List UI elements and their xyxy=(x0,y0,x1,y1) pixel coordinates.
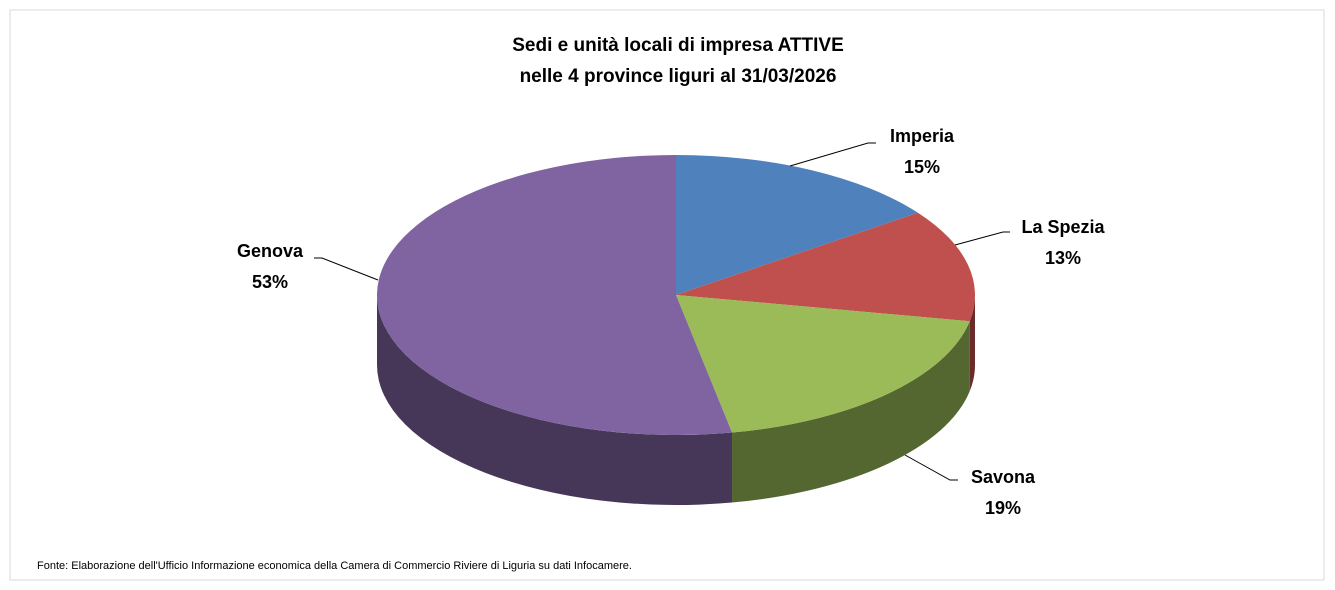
leader-line xyxy=(954,231,1010,246)
slice-label: Imperia xyxy=(890,126,955,146)
pie-slice xyxy=(377,154,733,435)
slice-value-label: 53% xyxy=(252,272,288,292)
pie-slice-side xyxy=(969,295,975,392)
slice-label: La Spezia xyxy=(1021,217,1105,237)
chart-title: nelle 4 province liguri al 31/03/2026 xyxy=(520,66,837,87)
leader-line xyxy=(314,257,379,281)
chart-title: Sedi e unità locali di impresa ATTIVE xyxy=(512,35,844,56)
slice-value-label: 19% xyxy=(985,498,1021,518)
pie-slice xyxy=(676,155,918,295)
pie-slice xyxy=(676,212,975,322)
slice-label: Savona xyxy=(971,467,1036,487)
slice-value-label: 13% xyxy=(1045,248,1081,268)
pie-slice xyxy=(676,295,970,433)
leader-line xyxy=(789,142,876,167)
leader-line xyxy=(904,454,958,481)
slice-value-label: 15% xyxy=(904,157,940,177)
slice-label: Genova xyxy=(237,241,304,261)
source-note: Fonte: Elaborazione dell'Ufficio Informa… xyxy=(37,560,632,572)
pie-slice-side xyxy=(732,321,970,503)
pie-slice-side xyxy=(377,295,733,505)
